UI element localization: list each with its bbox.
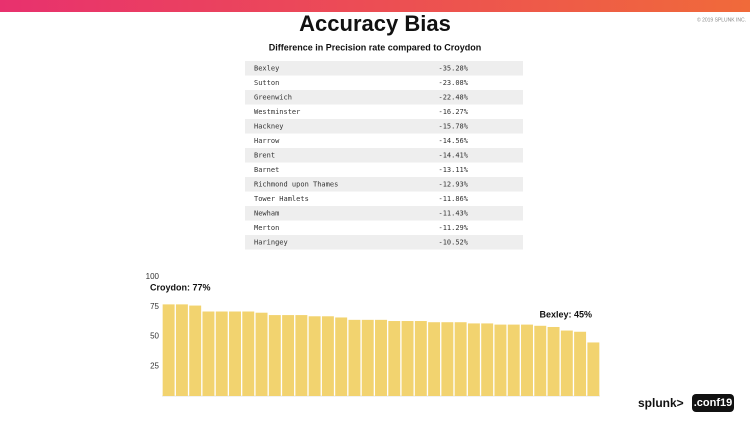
bar (388, 321, 401, 396)
difference-value: -10.52% (438, 239, 468, 247)
borough-name: Merton (254, 224, 279, 232)
table: Bexley -35.28% Sutton -23.08% Greenwich -22.4… (245, 61, 523, 250)
borough-name: Haringey (254, 239, 288, 247)
table-row (245, 75, 523, 90)
borough-name: Sutton (254, 79, 279, 87)
table-row (245, 133, 523, 148)
bar (507, 324, 520, 396)
borough-name: Greenwich (254, 94, 292, 102)
table-row (245, 177, 523, 192)
bar (229, 311, 241, 396)
logo: splunk> (638, 396, 684, 410)
bar (202, 311, 215, 396)
bar (454, 322, 467, 396)
bar (414, 321, 427, 396)
difference-value: -11.86% (438, 195, 468, 203)
table-row (245, 104, 523, 119)
y-tick-label: 25 (150, 361, 159, 370)
borough-name: Barnet (254, 166, 279, 174)
y-tick-label: 75 (150, 302, 159, 311)
bar (574, 331, 587, 396)
bar (282, 315, 295, 396)
bar (521, 324, 533, 396)
bar (189, 305, 202, 396)
difference-value: -15.78% (438, 123, 468, 131)
difference-value: -16.27% (438, 108, 468, 116)
bar (295, 315, 308, 396)
difference-value: -12.93% (438, 181, 468, 189)
bar (175, 304, 188, 396)
table-row (245, 206, 523, 221)
borough-name: Westminster (254, 108, 300, 116)
table-row (245, 235, 523, 250)
bar (308, 316, 321, 396)
bar (467, 323, 480, 396)
bar (215, 311, 228, 396)
table-row (245, 220, 523, 235)
bar (560, 330, 573, 396)
bar (335, 317, 348, 396)
table-row (245, 191, 523, 206)
borough-name: Brent (254, 152, 275, 160)
bar (547, 326, 560, 396)
difference-value: -14.41% (438, 152, 468, 160)
table-row (245, 148, 523, 163)
borough-name: Harrow (254, 137, 280, 145)
borough-name: Hackney (254, 123, 284, 131)
table-row (245, 162, 523, 177)
borough-name: Richmond upon Thames (254, 181, 338, 189)
bar (268, 315, 281, 396)
difference-value: -11.29% (438, 224, 468, 232)
bar (375, 319, 387, 396)
bar (255, 312, 268, 396)
borough-name: Newham (254, 210, 279, 218)
annotation: Croydon: 77% (150, 282, 211, 292)
difference-value: -23.08% (438, 79, 468, 87)
conf-logo: .conf19 (694, 397, 733, 409)
borough-name: Tower Hamlets (254, 195, 309, 203)
bar (534, 325, 547, 396)
difference-value: -35.28% (438, 65, 468, 73)
bar (441, 322, 454, 396)
y-tick-label: 50 (150, 332, 159, 341)
bar (162, 304, 175, 396)
difference-value: -11.43% (438, 210, 468, 218)
bar (587, 342, 600, 396)
bar (321, 316, 334, 396)
bar (494, 324, 507, 396)
difference-value: -14.56% (438, 137, 468, 145)
bar (348, 319, 361, 396)
bar (401, 321, 414, 396)
subtitle: Difference in Precision rate compared to… (269, 42, 482, 52)
top-bar (0, 0, 750, 12)
y-tick-label: 100 (146, 272, 160, 281)
title: Accuracy Bias (299, 11, 451, 36)
bar (428, 322, 441, 396)
bar (481, 323, 494, 396)
difference-value: -22.48% (438, 94, 468, 102)
difference-value: -13.11% (438, 166, 468, 174)
bar (242, 311, 255, 396)
conf-badge (692, 394, 734, 412)
annotation: Bexley: 45% (539, 309, 592, 319)
table-row (245, 61, 523, 76)
copyright: © 2019 SPLUNK INC. (697, 16, 746, 23)
bar (361, 319, 374, 396)
table-row (245, 119, 523, 134)
borough-name: Bexley (254, 65, 279, 73)
table-row (245, 90, 523, 105)
